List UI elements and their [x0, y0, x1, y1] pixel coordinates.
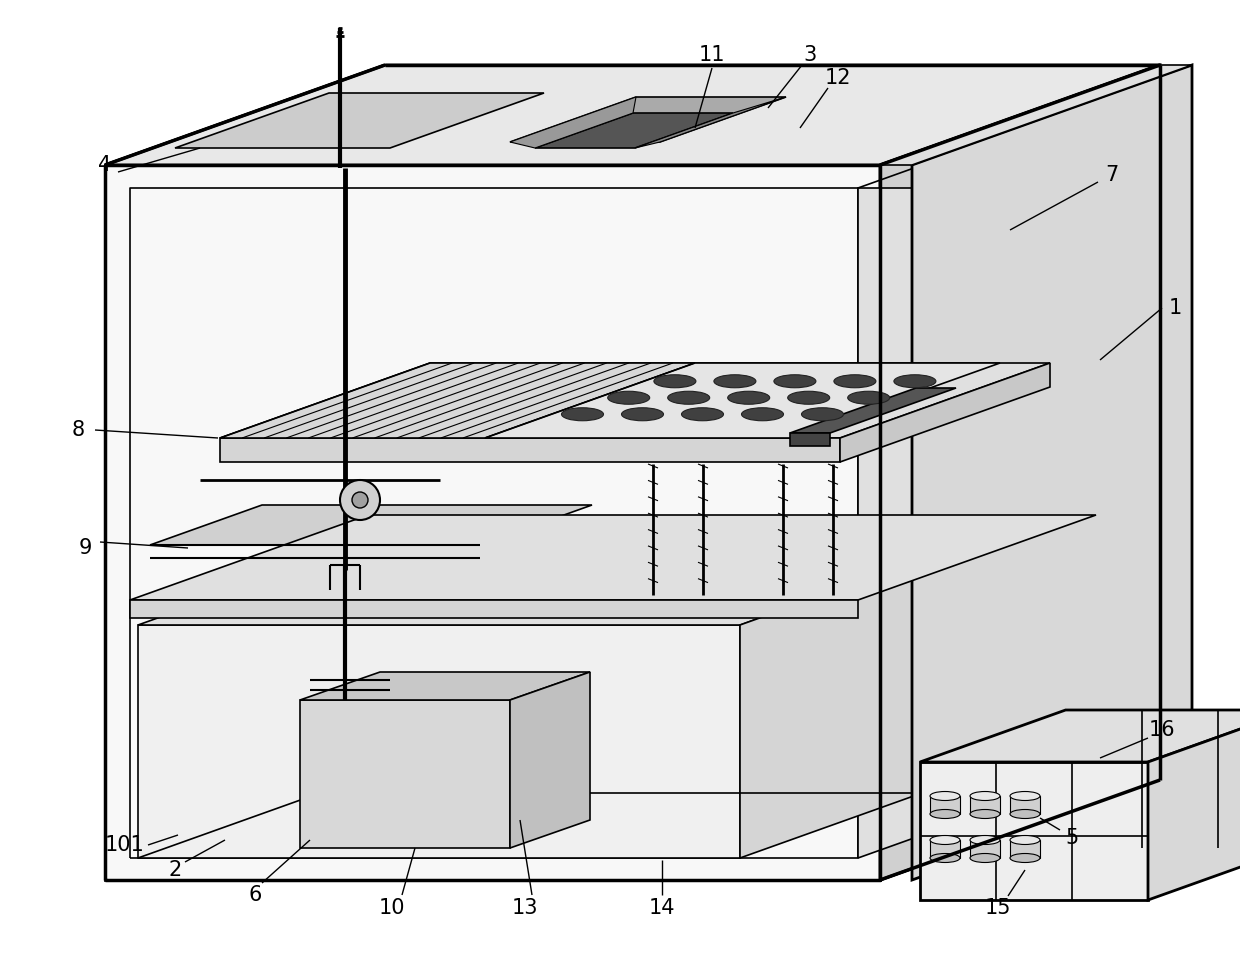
Text: 10: 10	[378, 898, 405, 918]
Ellipse shape	[682, 408, 723, 420]
Ellipse shape	[833, 375, 875, 388]
Ellipse shape	[970, 791, 999, 800]
Ellipse shape	[930, 810, 960, 818]
Text: 5: 5	[1065, 828, 1079, 848]
Circle shape	[340, 480, 379, 520]
Polygon shape	[510, 97, 786, 142]
Ellipse shape	[894, 375, 936, 388]
Polygon shape	[880, 65, 1159, 880]
Text: 14: 14	[649, 898, 676, 918]
Polygon shape	[790, 388, 956, 433]
Ellipse shape	[787, 391, 830, 404]
Polygon shape	[105, 65, 1159, 165]
Polygon shape	[920, 710, 1240, 762]
Polygon shape	[1148, 710, 1240, 900]
Polygon shape	[930, 840, 960, 858]
Text: 1: 1	[1168, 298, 1182, 318]
Ellipse shape	[608, 391, 650, 404]
Polygon shape	[635, 97, 786, 148]
Ellipse shape	[742, 408, 784, 420]
Ellipse shape	[562, 408, 604, 420]
Polygon shape	[150, 505, 591, 545]
Ellipse shape	[714, 375, 756, 388]
Text: 3: 3	[804, 45, 817, 65]
Text: 101: 101	[105, 835, 145, 855]
Polygon shape	[930, 796, 960, 814]
Text: 8: 8	[72, 420, 84, 440]
Ellipse shape	[930, 791, 960, 800]
Polygon shape	[858, 188, 1138, 858]
Polygon shape	[970, 796, 999, 814]
Polygon shape	[219, 363, 694, 438]
Ellipse shape	[970, 810, 999, 818]
Polygon shape	[510, 672, 590, 848]
Ellipse shape	[930, 836, 960, 844]
Circle shape	[352, 492, 368, 508]
Polygon shape	[138, 560, 923, 625]
Text: 16: 16	[1148, 720, 1176, 740]
Text: 13: 13	[512, 898, 538, 918]
Ellipse shape	[621, 408, 663, 420]
Text: 4: 4	[98, 155, 112, 175]
Ellipse shape	[970, 853, 999, 863]
Ellipse shape	[774, 375, 816, 388]
Ellipse shape	[653, 375, 696, 388]
Polygon shape	[911, 65, 1192, 880]
Polygon shape	[219, 438, 839, 462]
Text: 15: 15	[985, 898, 1012, 918]
Polygon shape	[138, 625, 740, 858]
Polygon shape	[1011, 796, 1040, 814]
Ellipse shape	[848, 391, 890, 404]
Text: 7: 7	[1105, 165, 1118, 185]
Polygon shape	[920, 762, 1148, 900]
Ellipse shape	[970, 836, 999, 844]
Ellipse shape	[930, 853, 960, 863]
Polygon shape	[130, 515, 1096, 600]
Polygon shape	[105, 165, 880, 880]
Polygon shape	[790, 433, 830, 446]
Polygon shape	[970, 840, 999, 858]
Polygon shape	[839, 363, 1050, 462]
Polygon shape	[300, 672, 590, 700]
Text: 12: 12	[825, 68, 851, 88]
Text: 6: 6	[248, 885, 262, 905]
Ellipse shape	[1011, 836, 1040, 844]
Polygon shape	[485, 363, 999, 438]
Polygon shape	[740, 560, 923, 858]
Ellipse shape	[1011, 791, 1040, 800]
Ellipse shape	[1011, 810, 1040, 818]
Ellipse shape	[667, 391, 709, 404]
Polygon shape	[510, 97, 636, 148]
Polygon shape	[130, 600, 858, 618]
Polygon shape	[880, 65, 1192, 165]
Polygon shape	[219, 363, 1050, 438]
Ellipse shape	[801, 408, 843, 420]
Polygon shape	[175, 93, 544, 148]
Ellipse shape	[728, 391, 770, 404]
Polygon shape	[534, 113, 733, 148]
Ellipse shape	[1011, 853, 1040, 863]
Polygon shape	[300, 700, 510, 848]
Text: 2: 2	[169, 860, 181, 880]
Text: 11: 11	[699, 45, 725, 65]
Polygon shape	[1011, 840, 1040, 858]
Text: 9: 9	[78, 538, 92, 558]
